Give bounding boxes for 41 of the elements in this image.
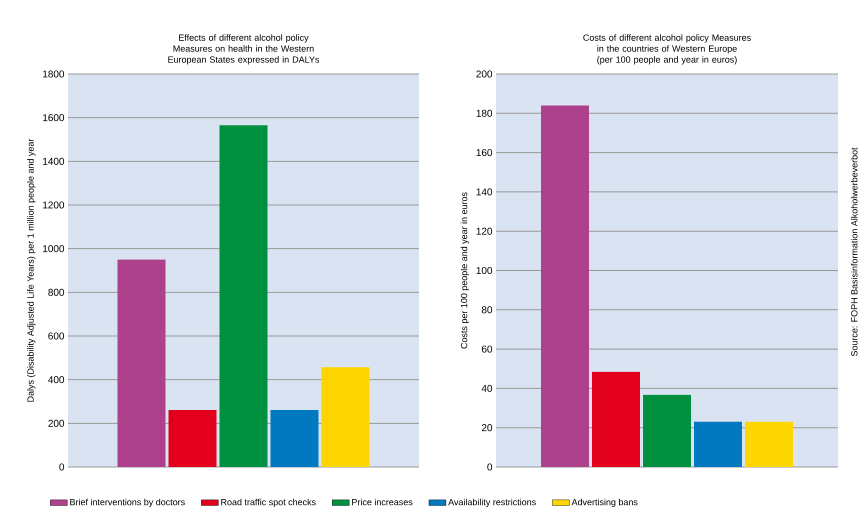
y-tick-label: 800: [48, 288, 64, 296]
bar: [541, 105, 590, 467]
bar: [117, 260, 166, 467]
y-tick-label: 80: [482, 306, 492, 314]
bar: [168, 410, 216, 467]
y-tick-label: 400: [48, 376, 64, 384]
y-tick-label: 1200: [43, 201, 64, 209]
chart-title: Effects of different alcohol policy Measures on health in the Western European States expressed in DALYs: [168, 34, 320, 64]
y-tick-label: 140: [476, 188, 492, 196]
bar: [220, 125, 268, 467]
bar: [270, 410, 318, 467]
y-axis-title: Costs per 100 people and year in euros: [460, 192, 470, 349]
y-tick-label: 0: [59, 463, 64, 471]
y-tick-label: 160: [476, 149, 492, 156]
legend-label: Brief interventions by doctors: [70, 498, 185, 508]
y-axis-title: Dalys (Disability Adjusted Life Years) per 1 million people and year: [27, 138, 36, 402]
y-tick-label: 120: [476, 228, 492, 235]
legend-label: Road traffic spot checks: [221, 498, 316, 508]
y-tick-label: 20: [482, 424, 492, 432]
legend-label: Availability restrictions: [448, 498, 536, 508]
bar: [694, 422, 742, 467]
y-tick-label: 1000: [43, 245, 64, 252]
y-tick-label: 200: [48, 420, 64, 427]
bar: [745, 422, 794, 467]
chart-title: Costs of different alcohol policy Measures in the countries of Western Europe (per 100 people and year in euros): [583, 34, 751, 64]
source-note: Source: FOPH Basisinformation Alkoholwerbeverbot: [850, 148, 858, 356]
legend-label: Advertising bans: [572, 498, 638, 508]
y-tick-label: 1800: [43, 70, 64, 78]
y-tick-label: 100: [476, 266, 492, 274]
legend-label: Price increases: [352, 498, 412, 506]
y-tick-label: 1600: [43, 114, 64, 122]
bar: [592, 372, 640, 467]
y-tick-label: 1400: [43, 158, 64, 165]
y-tick-label: 200: [476, 70, 492, 78]
y-tick-label: 0: [487, 463, 492, 471]
y-tick-label: 600: [48, 332, 64, 340]
y-tick-label: 180: [476, 110, 492, 117]
bar: [643, 394, 692, 467]
y-tick-label: 60: [482, 346, 492, 353]
bar: [322, 367, 370, 467]
y-tick-label: 40: [482, 384, 492, 392]
